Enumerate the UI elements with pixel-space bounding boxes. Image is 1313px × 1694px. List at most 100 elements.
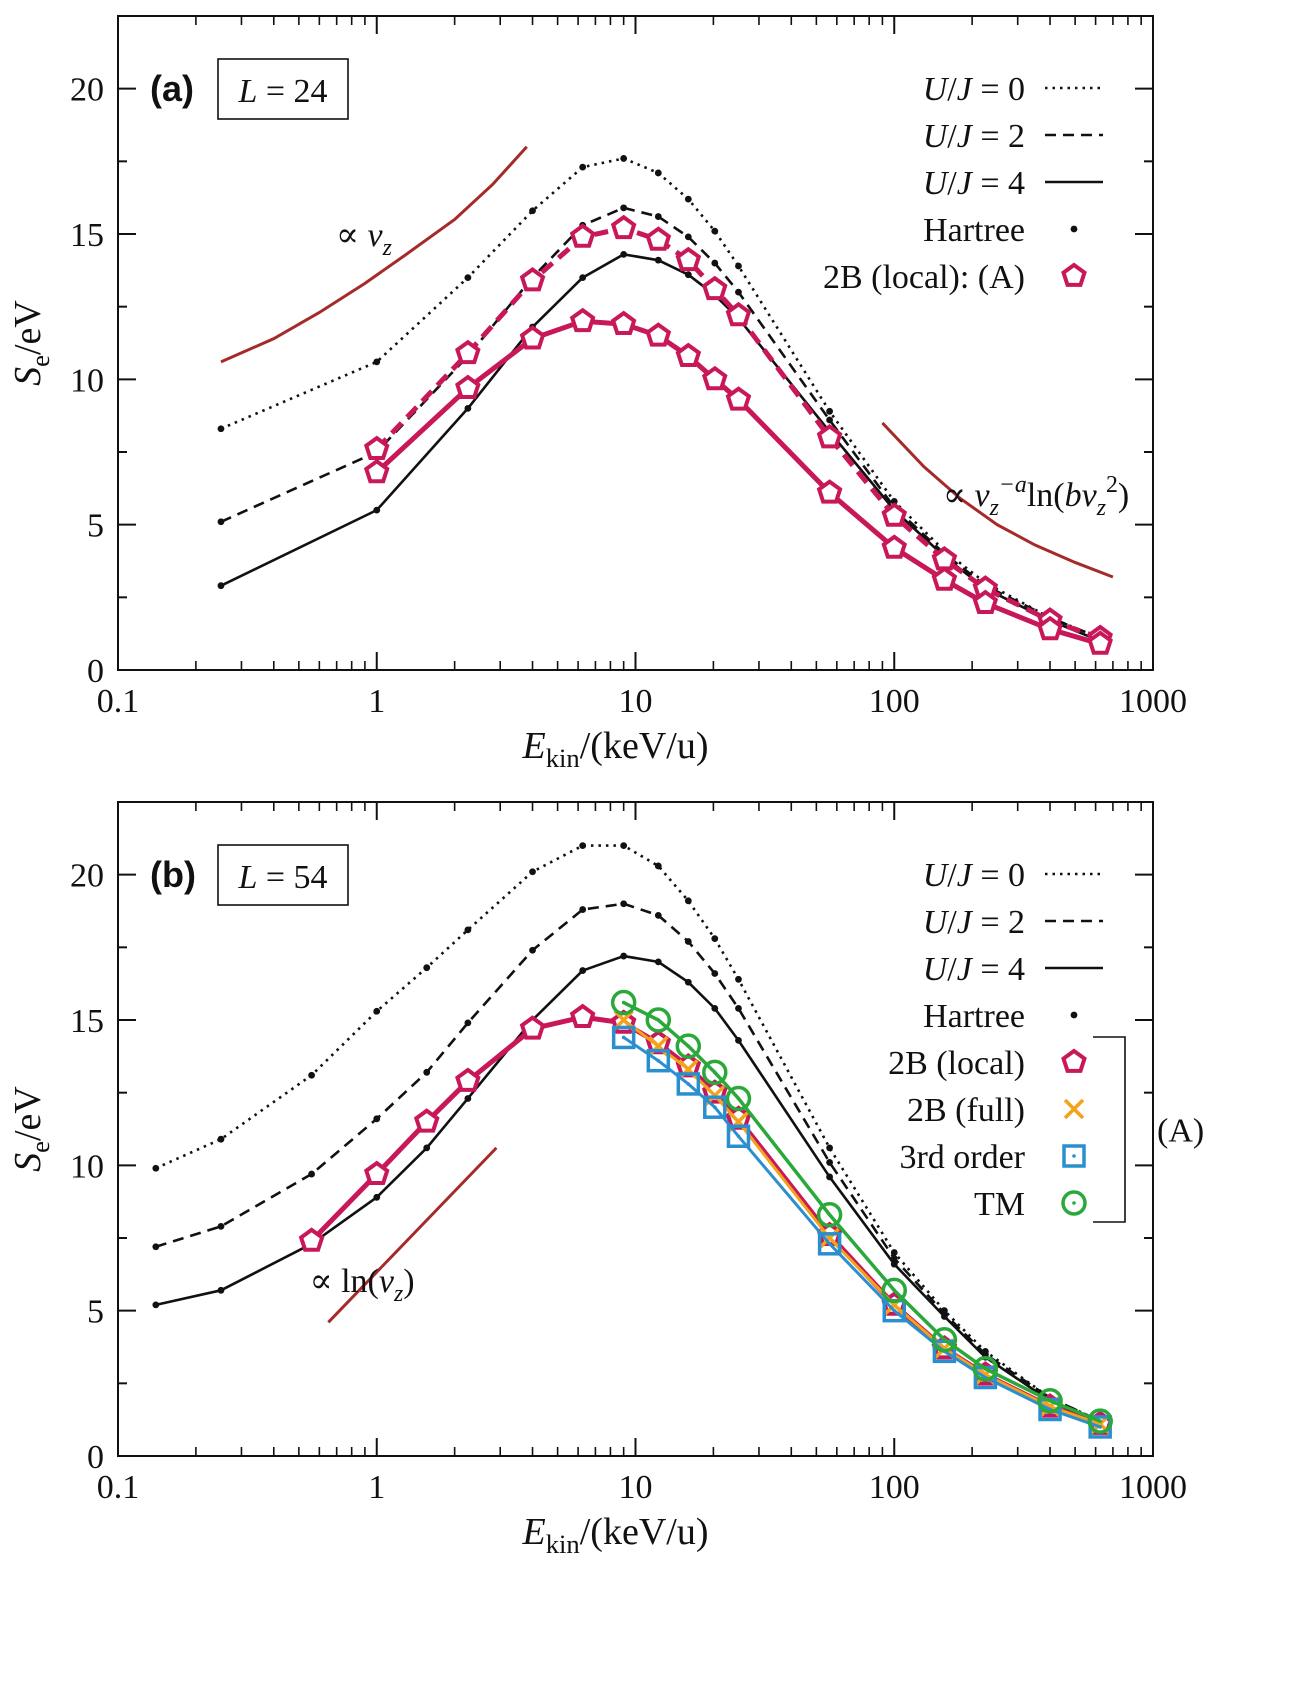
data-point <box>711 227 719 235</box>
data-point <box>654 958 662 966</box>
data-point <box>826 416 833 424</box>
data-point <box>620 155 628 162</box>
data-point-pentagon <box>1061 1048 1087 1073</box>
data-point <box>152 1243 160 1251</box>
data-point <box>217 518 225 526</box>
data-point <box>373 1115 381 1123</box>
data-point-pentagon <box>701 365 728 391</box>
data-point <box>826 1144 833 1152</box>
data-point-pentagon <box>881 502 908 527</box>
data-point-circle-center <box>827 1212 832 1217</box>
data-point <box>826 1173 833 1181</box>
data-point <box>217 1222 225 1230</box>
legend-label: U/J = 0 <box>923 71 1025 108</box>
data-point <box>711 1004 719 1012</box>
y-tick-label: 20 <box>70 72 104 109</box>
data-point <box>579 163 587 171</box>
x-tick-label: 0.1 <box>97 1469 140 1506</box>
data-point <box>620 952 628 960</box>
data-point <box>217 582 225 590</box>
data-point <box>735 975 742 983</box>
data-point-pentagon <box>455 339 481 365</box>
data-point <box>464 1019 472 1027</box>
data-point-circle-center <box>712 1070 717 1075</box>
data-point-circle-center <box>1098 1419 1102 1423</box>
data-point <box>217 425 225 433</box>
data-point <box>464 1095 472 1102</box>
data-point <box>579 906 587 913</box>
data-point-pentagon <box>645 226 672 251</box>
panel-a-chart: 0 5 10 15 20 0.1 1 10 100 1000 Ekin/(keV/u) Se/eV (a… <box>7 15 1187 773</box>
system-size-box <box>217 58 349 120</box>
data-point <box>423 1068 431 1076</box>
data-point-circle-center <box>942 1337 947 1342</box>
data-point-square <box>817 1232 842 1256</box>
data-point-circle <box>816 1201 843 1228</box>
data-point <box>684 195 692 203</box>
data-point-pentagon <box>363 458 390 484</box>
guide-line <box>327 1146 498 1324</box>
data-point-square-center <box>656 1058 661 1063</box>
data-point-circle <box>702 1059 728 1086</box>
legend-label: U/J = 2 <box>923 118 1025 155</box>
data-point <box>711 935 719 943</box>
data-point-pentagon <box>931 566 958 591</box>
system-size-label: L = 24 <box>237 73 327 110</box>
data-point-circle <box>675 1033 702 1059</box>
data-point <box>1070 1011 1078 1019</box>
data-point-circle <box>972 1356 999 1382</box>
system-size-box <box>217 844 349 906</box>
data-point-pentagon <box>413 1108 440 1133</box>
data-point <box>890 1260 898 1268</box>
data-point-square <box>646 1048 671 1073</box>
data-point <box>684 271 692 279</box>
data-point-circle <box>931 1326 958 1353</box>
y-tick-label: 15 <box>70 1003 104 1040</box>
data-point <box>464 405 472 412</box>
data-point-pentagon <box>972 589 999 614</box>
x-tick-label: 1 <box>368 1469 385 1506</box>
data-point-pentagon <box>881 534 908 559</box>
data-point <box>654 911 662 919</box>
data-point <box>684 233 692 241</box>
annotation-log: ∝ ln(vz) <box>310 1263 415 1307</box>
data-point <box>711 259 719 267</box>
data-point-pentagon <box>931 546 958 571</box>
data-point <box>684 938 692 945</box>
data-point-circle <box>645 1007 672 1033</box>
data-point-pentagon <box>298 1227 325 1252</box>
data-point <box>529 868 536 876</box>
panel-b-chart: 0 5 10 15 20 0.1 1 10 100 1000 Ekin/(keV/u) Se/eV (b… <box>7 801 1204 1559</box>
data-point-square <box>1062 1144 1086 1168</box>
data-point <box>373 358 381 366</box>
data-point <box>308 1071 315 1079</box>
data-point-pentagon <box>1061 262 1087 287</box>
data-point <box>308 1170 315 1178</box>
data-point-circle-center <box>686 1044 691 1048</box>
data-point-pentagon <box>645 322 672 347</box>
series-line <box>220 253 1101 643</box>
data-point <box>217 1286 225 1294</box>
legend-label: 3rd order <box>899 1139 1025 1176</box>
data-point <box>152 1301 160 1309</box>
y-tick-label: 15 <box>70 217 104 254</box>
data-point <box>620 842 628 849</box>
data-point-square-center <box>1072 1154 1076 1158</box>
legend-label: Hartree <box>923 998 1025 1035</box>
series-line <box>622 1036 1101 1429</box>
data-point <box>941 1313 948 1320</box>
data-point-pentagon <box>675 342 702 367</box>
data-point-circle <box>725 1085 752 1112</box>
data-point-circle <box>1087 1408 1113 1434</box>
legend-label: 2B (full) <box>907 1092 1025 1129</box>
data-point <box>579 842 587 849</box>
data-point-pentagon <box>519 325 546 350</box>
data-point <box>826 1159 833 1166</box>
data-point-pentagon <box>569 223 596 248</box>
data-point <box>654 213 662 220</box>
legend-label: 2B (local): (A) <box>823 259 1025 296</box>
data-point-circle <box>1061 1190 1087 1216</box>
data-point-square <box>676 1072 701 1096</box>
data-point-circle-center <box>1072 1201 1076 1205</box>
